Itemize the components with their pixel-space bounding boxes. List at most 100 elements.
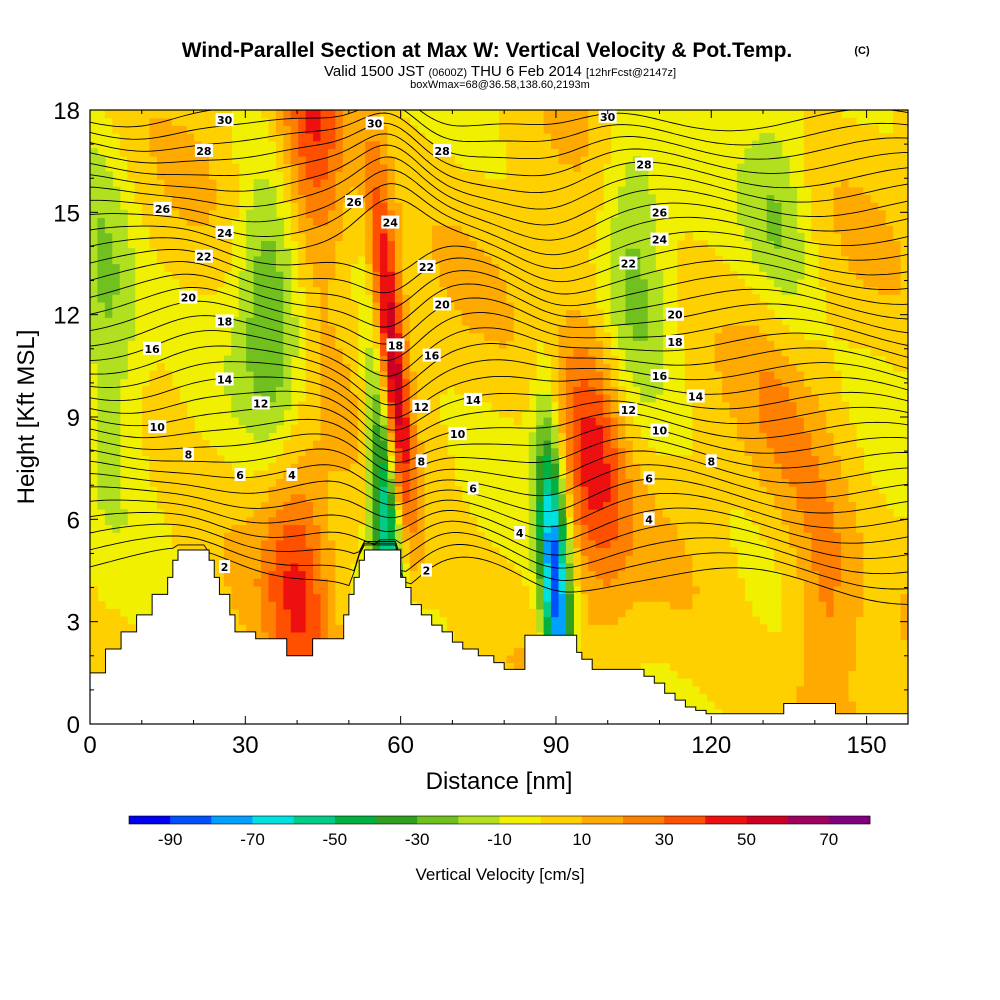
vv-cell xyxy=(142,217,151,226)
vv-cell xyxy=(394,133,403,142)
vv-cell xyxy=(513,417,522,426)
vv-cell xyxy=(342,163,351,172)
vv-cell xyxy=(565,271,574,280)
vv-cell xyxy=(268,417,277,426)
vv-cell xyxy=(432,417,441,426)
vv-cell xyxy=(283,624,292,633)
vv-cell xyxy=(305,631,314,641)
vv-cell xyxy=(275,478,284,487)
vv-cell xyxy=(536,524,545,533)
vv-cell xyxy=(573,470,582,480)
vv-cell xyxy=(647,378,656,387)
vv-cell xyxy=(506,248,515,257)
vv-cell xyxy=(417,493,426,503)
vv-cell xyxy=(640,601,649,610)
vv-cell xyxy=(476,370,485,380)
vv-cell xyxy=(439,355,448,364)
vv-cell xyxy=(261,608,270,618)
vv-cell xyxy=(454,608,463,618)
vv-cell xyxy=(491,278,500,288)
vv-cell xyxy=(335,631,344,641)
vv-cell xyxy=(409,125,418,134)
vv-cell xyxy=(655,309,664,318)
vv-cell xyxy=(327,509,336,518)
vv-cell xyxy=(231,509,240,518)
vv-cell xyxy=(320,186,329,196)
vv-cell xyxy=(261,355,270,364)
vv-cell xyxy=(223,217,232,226)
vv-cell xyxy=(320,255,329,265)
vv-cell xyxy=(432,562,441,572)
vv-cell xyxy=(573,340,582,349)
vv-cell xyxy=(588,324,597,334)
vv-cell xyxy=(342,386,351,395)
vv-cell xyxy=(246,232,255,242)
vv-cell xyxy=(275,409,284,418)
vv-cell xyxy=(313,631,322,641)
vv-cell xyxy=(372,417,381,426)
vv-cell xyxy=(632,570,641,579)
vv-cell xyxy=(372,209,381,219)
vv-cell xyxy=(164,255,173,265)
vv-cell xyxy=(543,125,552,134)
vv-cell xyxy=(194,133,203,142)
vv-cell xyxy=(149,117,158,126)
vv-cell xyxy=(670,516,679,526)
vv-cell xyxy=(684,562,693,572)
vv-cell xyxy=(156,478,165,487)
vv-cell xyxy=(670,532,679,541)
vv-cell xyxy=(342,179,351,188)
vv-cell xyxy=(580,401,589,410)
vv-cell xyxy=(692,301,701,311)
vv-cell xyxy=(565,263,574,272)
vv-cell xyxy=(588,332,597,341)
vv-cell xyxy=(186,417,195,426)
vv-cell xyxy=(506,662,515,671)
vv-cell xyxy=(179,171,188,180)
vv-cell xyxy=(335,156,344,165)
vv-cell xyxy=(521,163,530,172)
vv-cell xyxy=(335,401,344,410)
vv-cell xyxy=(97,478,106,487)
vv-cell xyxy=(670,639,679,648)
vv-cell xyxy=(647,271,656,280)
vv-cell xyxy=(119,217,128,226)
vv-cell xyxy=(305,186,314,196)
vv-cell xyxy=(684,355,693,364)
vv-cell xyxy=(491,608,500,618)
vv-cell xyxy=(320,562,329,572)
vv-cell xyxy=(268,378,277,387)
vv-cell xyxy=(238,493,247,503)
vv-cell xyxy=(432,401,441,410)
vv-cell xyxy=(402,117,411,126)
vv-cell xyxy=(432,263,441,272)
vv-cell xyxy=(432,186,441,196)
vv-cell xyxy=(365,171,374,180)
vv-cell xyxy=(97,493,106,503)
vv-cell xyxy=(692,670,701,679)
vv-cell xyxy=(380,202,389,211)
vv-cell xyxy=(677,478,686,487)
vv-cell xyxy=(610,409,619,418)
vv-cell xyxy=(655,301,664,311)
vv-cell xyxy=(305,532,314,541)
vv-cell xyxy=(640,225,649,234)
vv-cell xyxy=(194,186,203,196)
vv-cell xyxy=(365,355,374,364)
vv-cell xyxy=(261,547,270,556)
vv-cell xyxy=(580,608,589,618)
vv-cell xyxy=(201,271,210,280)
vv-cell xyxy=(506,601,515,610)
vv-cell xyxy=(119,232,128,242)
vv-cell xyxy=(342,332,351,341)
vv-cell xyxy=(327,332,336,341)
vv-cell xyxy=(536,463,545,472)
vv-cell xyxy=(543,171,552,180)
vv-cell xyxy=(290,171,299,180)
vv-cell xyxy=(580,631,589,641)
vv-cell xyxy=(461,524,470,533)
vv-cell xyxy=(380,317,389,326)
vv-cell xyxy=(164,156,173,165)
vv-cell xyxy=(499,654,508,664)
vv-cell xyxy=(268,117,277,126)
